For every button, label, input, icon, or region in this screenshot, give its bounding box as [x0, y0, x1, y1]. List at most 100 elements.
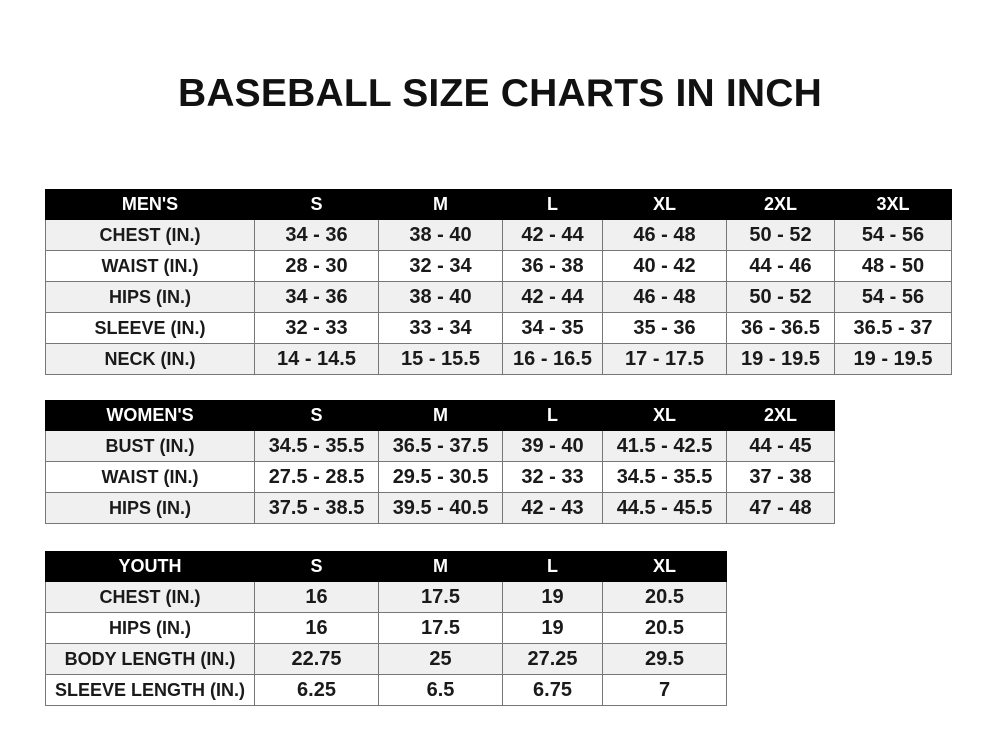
- category-header: WOMEN'S: [45, 400, 255, 431]
- category-header: YOUTH: [45, 551, 255, 582]
- size-value: 34.5 - 35.5: [254, 430, 379, 462]
- size-value: 38 - 40: [378, 281, 503, 313]
- table-row: BUST (IN.) 34.5 - 35.5 36.5 - 37.5 39 - 40 4…: [45, 430, 835, 462]
- youth-size-table: YOUTH S M L XL CHEST (IN.) 16 17.5 19 20.5 HIPS (I…: [45, 551, 727, 706]
- size-value: 14 - 14.5: [254, 343, 379, 375]
- size-value: 19: [502, 581, 603, 613]
- size-value: 36.5 - 37.5: [378, 430, 503, 462]
- table-row: HIPS (IN.) 37.5 - 38.5 39.5 - 40.5 42 - 43 4…: [45, 492, 835, 524]
- size-value: 44 - 46: [726, 250, 835, 282]
- size-value: 54 - 56: [834, 281, 952, 313]
- size-value: 40 - 42: [602, 250, 727, 282]
- header-row: YOUTH S M L XL: [45, 551, 727, 582]
- size-value: 54 - 56: [834, 219, 952, 251]
- size-value: 50 - 52: [726, 281, 835, 313]
- size-header: S: [254, 551, 379, 582]
- size-value: 36.5 - 37: [834, 312, 952, 344]
- size-value: 36 - 36.5: [726, 312, 835, 344]
- measurement-label: HIPS (IN.): [45, 492, 255, 524]
- size-value: 32 - 33: [502, 461, 603, 493]
- table-row: HIPS (IN.) 34 - 36 38 - 40 42 - 44 46 - 48 50…: [45, 281, 952, 313]
- measurement-label: SLEEVE LENGTH (IN.): [45, 674, 255, 706]
- size-value: 29.5: [602, 643, 727, 675]
- size-value: 34 - 36: [254, 219, 379, 251]
- measurement-label: BUST (IN.): [45, 430, 255, 462]
- size-value: 20.5: [602, 581, 727, 613]
- size-header: 2XL: [726, 400, 835, 431]
- table-row: SLEEVE (IN.) 32 - 33 33 - 34 34 - 35 35 - 36…: [45, 312, 952, 344]
- size-value: 25: [378, 643, 503, 675]
- size-value: 15 - 15.5: [378, 343, 503, 375]
- size-value: 35 - 36: [602, 312, 727, 344]
- size-header: S: [254, 189, 379, 220]
- size-header: XL: [602, 189, 727, 220]
- size-value: 27.5 - 28.5: [254, 461, 379, 493]
- table-row: CHEST (IN.) 34 - 36 38 - 40 42 - 44 46 - 48 5…: [45, 219, 952, 251]
- size-value: 20.5: [602, 612, 727, 644]
- size-value: 44.5 - 45.5: [602, 492, 727, 524]
- size-value: 47 - 48: [726, 492, 835, 524]
- size-value: 37 - 38: [726, 461, 835, 493]
- size-header: L: [502, 400, 603, 431]
- size-header: L: [502, 551, 603, 582]
- size-value: 6.75: [502, 674, 603, 706]
- header-row: WOMEN'S S M L XL 2XL: [45, 400, 835, 431]
- size-value: 19 - 19.5: [834, 343, 952, 375]
- size-header: M: [378, 551, 503, 582]
- size-value: 48 - 50: [834, 250, 952, 282]
- size-value: 46 - 48: [602, 219, 727, 251]
- size-value: 22.75: [254, 643, 379, 675]
- size-value: 19: [502, 612, 603, 644]
- size-value: 36 - 38: [502, 250, 603, 282]
- size-value: 37.5 - 38.5: [254, 492, 379, 524]
- table-row: WAIST (IN.) 27.5 - 28.5 29.5 - 30.5 32 - 33…: [45, 461, 835, 493]
- size-value: 42 - 44: [502, 219, 603, 251]
- size-value: 34 - 35: [502, 312, 603, 344]
- measurement-label: HIPS (IN.): [45, 281, 255, 313]
- measurement-label: NECK (IN.): [45, 343, 255, 375]
- size-value: 7: [602, 674, 727, 706]
- size-value: 32 - 34: [378, 250, 503, 282]
- measurement-label: SLEEVE (IN.): [45, 312, 255, 344]
- size-value: 16: [254, 612, 379, 644]
- table-row: CHEST (IN.) 16 17.5 19 20.5: [45, 581, 727, 613]
- womens-size-table: WOMEN'S S M L XL 2XL BUST (IN.) 34.5 - 35.5 36.5…: [45, 400, 835, 524]
- size-value: 39.5 - 40.5: [378, 492, 503, 524]
- size-value: 50 - 52: [726, 219, 835, 251]
- size-value: 29.5 - 30.5: [378, 461, 503, 493]
- measurement-label: HIPS (IN.): [45, 612, 255, 644]
- size-header: S: [254, 400, 379, 431]
- size-value: 6.5: [378, 674, 503, 706]
- size-value: 33 - 34: [378, 312, 503, 344]
- table-row: SLEEVE LENGTH (IN.) 6.25 6.5 6.75 7: [45, 674, 727, 706]
- table-row: HIPS (IN.) 16 17.5 19 20.5: [45, 612, 727, 644]
- size-value: 17 - 17.5: [602, 343, 727, 375]
- header-row: MEN'S S M L XL 2XL 3XL: [45, 189, 952, 220]
- size-value: 38 - 40: [378, 219, 503, 251]
- size-value: 44 - 45: [726, 430, 835, 462]
- page-title: BASEBALL SIZE CHARTS IN INCH: [177, 72, 823, 115]
- size-value: 34.5 - 35.5: [602, 461, 727, 493]
- size-header: XL: [602, 400, 727, 431]
- measurement-label: CHEST (IN.): [45, 581, 255, 613]
- size-value: 28 - 30: [254, 250, 379, 282]
- size-value: 42 - 44: [502, 281, 603, 313]
- size-value: 19 - 19.5: [726, 343, 835, 375]
- size-header: M: [378, 189, 503, 220]
- size-value: 27.25: [502, 643, 603, 675]
- table-row: BODY LENGTH (IN.) 22.75 25 27.25 29.5: [45, 643, 727, 675]
- table-row: WAIST (IN.) 28 - 30 32 - 34 36 - 38 40 - 42 4…: [45, 250, 952, 282]
- measurement-label: BODY LENGTH (IN.): [45, 643, 255, 675]
- mens-size-table: MEN'S S M L XL 2XL 3XL CHEST (IN.) 34 - 36 38 - 4…: [45, 189, 952, 375]
- size-header: M: [378, 400, 503, 431]
- measurement-label: WAIST (IN.): [45, 250, 255, 282]
- size-header: L: [502, 189, 603, 220]
- size-value: 16: [254, 581, 379, 613]
- size-value: 32 - 33: [254, 312, 379, 344]
- measurement-label: WAIST (IN.): [45, 461, 255, 493]
- size-header: 2XL: [726, 189, 835, 220]
- size-header: XL: [602, 551, 727, 582]
- size-value: 17.5: [378, 581, 503, 613]
- measurement-label: CHEST (IN.): [45, 219, 255, 251]
- size-value: 34 - 36: [254, 281, 379, 313]
